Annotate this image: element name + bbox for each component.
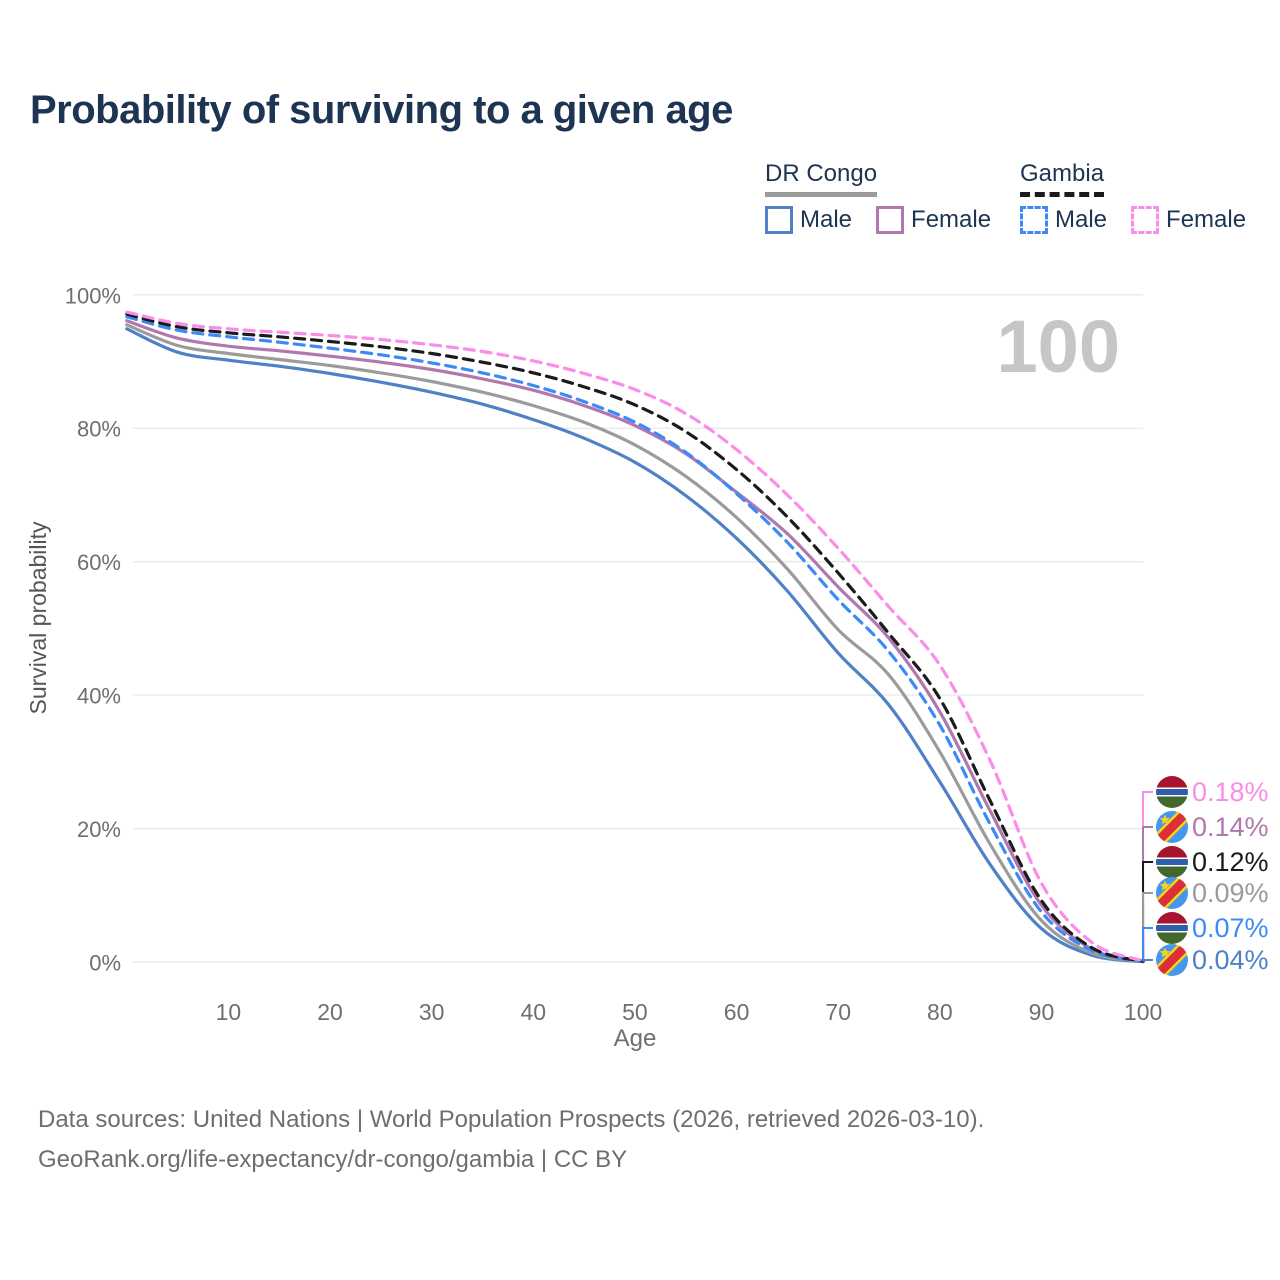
age-counter-watermark: 100: [997, 305, 1120, 388]
x-tick-label: 90: [1029, 999, 1055, 1025]
x-tick-label: 30: [419, 999, 445, 1025]
legend-item-gambia-female[interactable]: Female: [1131, 206, 1246, 234]
y-tick-label: 0%: [89, 951, 121, 976]
end-label-value: 0.04%: [1192, 945, 1269, 975]
end-label-row-gambia-male[interactable]: 0.07%: [1156, 912, 1269, 944]
footer-attribution: GeoRank.org/life-expectancy/dr-congo/gam…: [38, 1146, 628, 1173]
x-tick-label: 60: [724, 999, 750, 1025]
end-label-value: 0.12%: [1192, 847, 1269, 877]
legend-group-dr-congo: DR Congo Male Female: [765, 160, 991, 234]
y-tick-label: 100%: [65, 283, 121, 308]
end-label-row-gambia-female[interactable]: 0.18%: [1156, 776, 1269, 808]
end-label-row-dr-congo-male[interactable]: 0.04%: [1149, 937, 1269, 983]
end-label-value: 0.14%: [1192, 812, 1269, 842]
page-title: Probability of surviving to a given age: [30, 88, 733, 132]
legend-item-label: Male: [800, 206, 853, 233]
drc-male-swatch-icon: [765, 206, 793, 234]
end-label-connector: [1141, 959, 1153, 962]
end-label-connector: [1141, 826, 1153, 962]
y-tick-label: 20%: [77, 817, 121, 842]
end-label-value: 0.18%: [1192, 777, 1269, 807]
curve-dr-congo[interactable]: [125, 323, 1145, 963]
curve-dr-congo-female[interactable]: [125, 319, 1145, 963]
gambia-flag-icon: [1156, 912, 1188, 944]
x-tick-label: 20: [317, 999, 343, 1025]
legend-group-title-gambia[interactable]: Gambia: [1020, 160, 1105, 197]
curve-dr-congo-male[interactable]: [125, 327, 1145, 964]
gambia-male-swatch-icon: [1020, 206, 1048, 234]
legend-item-drc-male[interactable]: Male: [765, 206, 852, 234]
legend-item-label: Male: [1055, 206, 1108, 233]
gambia-flag-icon: [1156, 776, 1188, 808]
end-label-row-dr-congo-female[interactable]: 0.14%: [1149, 804, 1269, 850]
x-tick-label: 70: [825, 999, 851, 1025]
legend-item-gambia-male[interactable]: Male: [1020, 206, 1107, 234]
end-label-connector: [1141, 861, 1153, 962]
gambia-female-swatch-icon: [1131, 206, 1160, 234]
end-label-connector: [1141, 927, 1153, 962]
curve-gambia-female[interactable]: [125, 310, 1145, 963]
curve-gambia[interactable]: [125, 312, 1145, 963]
legend-item-label: Female: [1166, 206, 1247, 233]
drc-female-swatch-icon: [876, 206, 905, 234]
legend-group-title-dr-congo[interactable]: DR Congo: [765, 160, 878, 197]
legend-item-drc-female[interactable]: Female: [876, 206, 991, 234]
y-tick-label: 60%: [77, 550, 121, 575]
legend-item-label: Female: [911, 206, 992, 233]
y-tick-label: 80%: [77, 417, 121, 442]
y-axis-title: Survival probability: [25, 521, 51, 715]
footer-data-sources: Data sources: United Nations | World Pop…: [38, 1106, 985, 1133]
x-tick-label: 40: [521, 999, 547, 1025]
legend-group-gambia: Gambia Male Female: [1020, 160, 1246, 234]
x-axis-title: Age: [614, 1025, 657, 1052]
end-label-row-gambia[interactable]: 0.12%: [1156, 846, 1269, 878]
x-tick-label: 50: [622, 999, 648, 1025]
footer: Data sources: United Nations | World Pop…: [38, 1100, 984, 1180]
end-label-connector: [1141, 791, 1153, 961]
x-tick-label: 100: [1124, 999, 1162, 1025]
dr-congo-flag-icon: [1156, 811, 1188, 843]
x-tick-label: 80: [927, 999, 953, 1025]
curve-gambia-male[interactable]: [125, 315, 1145, 964]
end-label-value: 0.07%: [1192, 913, 1269, 943]
y-tick-label: 40%: [77, 684, 121, 709]
gambia-flag-icon: [1156, 846, 1188, 878]
x-tick-label: 10: [216, 999, 242, 1025]
end-label-value: 0.09%: [1192, 878, 1269, 908]
